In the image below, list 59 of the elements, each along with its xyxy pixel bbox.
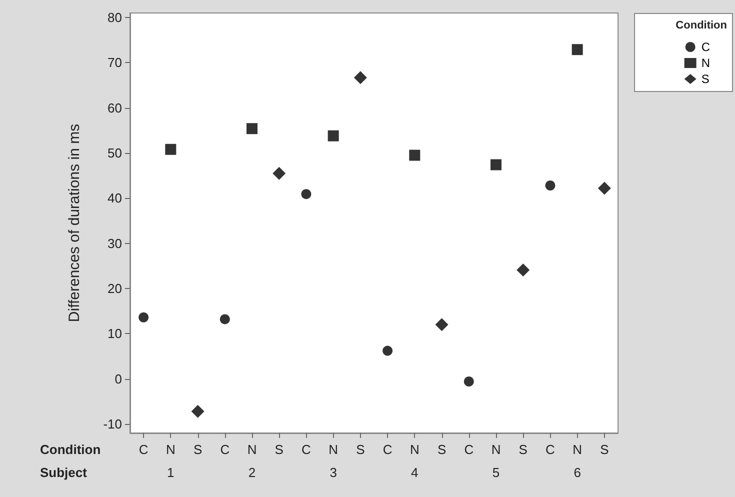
y-tick-label: 10: [108, 326, 122, 342]
point: [246, 123, 258, 134]
point: [138, 312, 149, 322]
point: [598, 182, 611, 195]
x-tick-label: N: [410, 442, 420, 457]
legend-label: N: [701, 56, 710, 70]
point: [545, 180, 556, 191]
point: [516, 263, 530, 276]
legend-label: C: [701, 40, 710, 54]
y-tick-label: 70: [108, 55, 122, 70]
y-tick-label: 50: [108, 146, 122, 160]
x-tick-label: C: [302, 442, 311, 457]
point: [301, 189, 312, 200]
y-tick-label: -10: [103, 416, 122, 432]
point: [191, 404, 204, 418]
point: [490, 159, 502, 170]
x-tick-label: S: [356, 442, 366, 457]
legend-title: Condition: [676, 20, 728, 32]
point: [464, 376, 474, 387]
x-tick-label: S: [518, 442, 528, 457]
point: [409, 150, 420, 161]
point: [572, 44, 583, 56]
x-tick-label: C: [220, 442, 230, 457]
x-tick-label: N: [491, 442, 501, 457]
x-tick-label: C: [546, 442, 555, 457]
text: 5: [492, 465, 500, 480]
x-tick-label: S: [437, 442, 446, 457]
text: 4: [411, 465, 418, 480]
y-axis-title: Differences of durations in ms: [66, 124, 83, 322]
point: [435, 318, 448, 332]
x-tick-label: S: [600, 442, 610, 457]
x-tick-label: S: [193, 442, 202, 457]
x-tick-label: C: [382, 442, 392, 457]
point: [165, 144, 176, 155]
y-tick-label: 40: [108, 190, 122, 206]
y-tick-label: 20: [108, 280, 122, 296]
text: Subject: [40, 465, 88, 480]
point: [220, 314, 230, 324]
x-tick-label: C: [464, 442, 474, 457]
text: 3: [330, 465, 337, 480]
y-tick-label: 80: [108, 10, 122, 26]
y-tick-label: 30: [108, 236, 122, 251]
x-tick-label: N: [328, 442, 338, 457]
x-tick-label: N: [166, 442, 176, 457]
point: [382, 346, 393, 356]
point: [272, 166, 286, 180]
legend-label: S: [701, 72, 710, 86]
y-tick-label: 60: [108, 100, 122, 116]
text: 1: [167, 465, 174, 480]
point: [328, 130, 339, 142]
y-tick-label: 0: [114, 371, 122, 386]
point: [354, 71, 367, 84]
text: Condition: [40, 442, 101, 457]
text: 2: [248, 465, 256, 480]
text: 6: [574, 465, 581, 480]
x-tick-label: S: [274, 442, 284, 457]
x-tick-label: C: [138, 442, 148, 457]
x-tick-label: N: [247, 442, 257, 457]
x-tick-label: N: [572, 442, 582, 457]
